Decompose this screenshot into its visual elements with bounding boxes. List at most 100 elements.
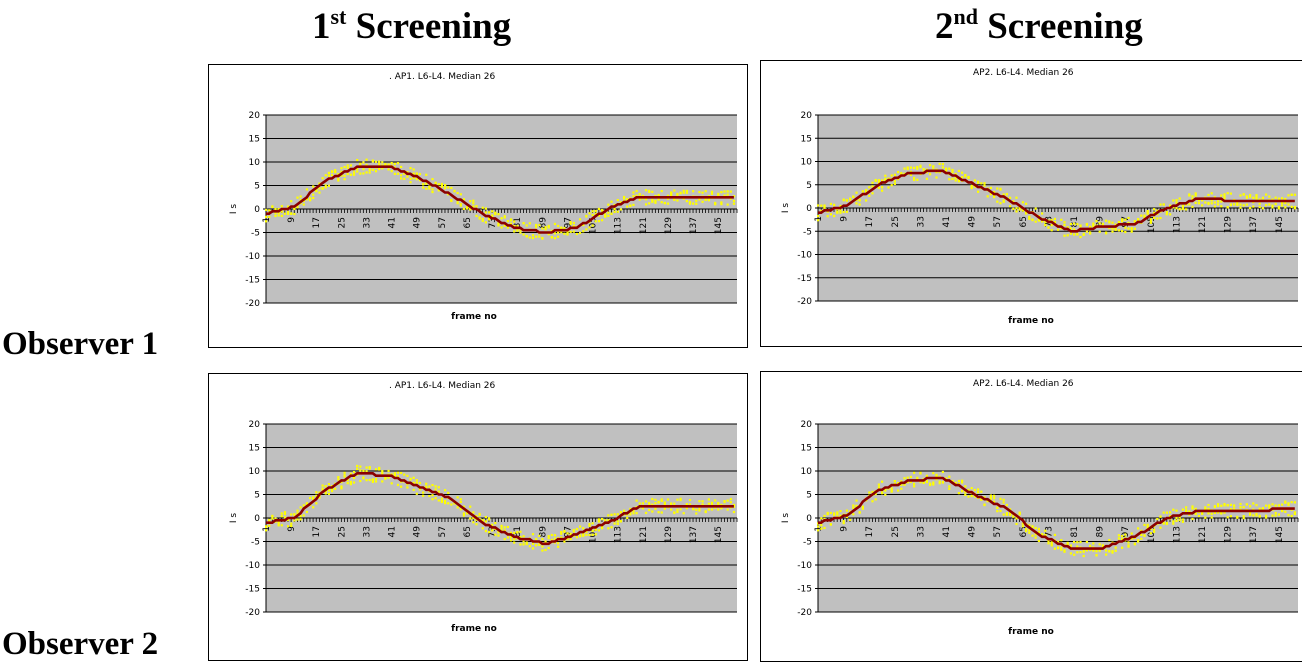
observation-point <box>1261 207 1264 210</box>
observation-point <box>522 540 525 543</box>
observation-point <box>663 507 666 510</box>
observation-point <box>1069 232 1072 235</box>
observation-point <box>330 487 334 491</box>
observation-point <box>393 472 396 475</box>
observation-point <box>919 166 922 169</box>
observation-point <box>651 200 654 203</box>
observation-point <box>1114 549 1117 552</box>
observation-point <box>330 170 334 173</box>
observation-point <box>575 527 579 531</box>
observation-point <box>1181 207 1184 211</box>
column-header-2-label: Screening <box>987 6 1143 47</box>
observation-point <box>557 542 560 545</box>
observation-point <box>513 531 516 535</box>
observation-point <box>1037 219 1040 222</box>
observation-point <box>916 167 919 170</box>
observation-point <box>1108 221 1111 224</box>
chart-title: . AP1. L6-L4. Median 26 <box>389 381 496 391</box>
observation-point <box>572 224 575 228</box>
y-axis-label: I s <box>229 513 239 524</box>
observation-point <box>871 500 874 503</box>
observation-point <box>1290 205 1293 208</box>
observation-point <box>321 489 324 492</box>
x-tick-label: 113 <box>614 217 624 234</box>
observation-point <box>1194 192 1197 195</box>
observation-point <box>318 496 321 499</box>
observation-point <box>1034 207 1037 210</box>
observation-point <box>839 514 842 517</box>
observation-point <box>836 211 839 214</box>
observation-point <box>352 173 356 176</box>
chart-panel-2: AP2. L6-L4. Median 26 20 15 10 5 0 -5 -10 -15 -20… <box>760 60 1302 347</box>
observation-point <box>600 219 604 222</box>
observation-point <box>906 167 909 171</box>
observation-point <box>884 174 887 177</box>
observation-point <box>1002 501 1005 504</box>
observation-point <box>925 474 928 477</box>
observation-point <box>575 536 579 539</box>
observation-point <box>1101 545 1104 548</box>
observation-point <box>425 485 428 488</box>
observation-point <box>1069 227 1072 230</box>
observation-point <box>349 173 352 176</box>
observation-point <box>365 158 368 161</box>
observation-point <box>861 505 864 508</box>
observation-point <box>585 530 588 534</box>
observation-point <box>569 230 572 233</box>
observation-point <box>371 480 374 483</box>
observation-point <box>1050 229 1053 232</box>
observation-point <box>312 496 315 499</box>
observation-point <box>1143 214 1146 217</box>
observation-point <box>462 514 466 517</box>
observation-point <box>1239 506 1242 509</box>
observation-point <box>1146 212 1149 215</box>
observation-point <box>1287 514 1290 517</box>
observation-point <box>983 182 986 185</box>
observation-point <box>513 538 516 541</box>
observation-point <box>1044 224 1047 227</box>
observation-point <box>371 478 374 481</box>
x-axis-label: frame no <box>451 312 497 322</box>
observation-point <box>720 191 723 194</box>
observation-point <box>948 178 951 181</box>
observation-point <box>1274 202 1277 206</box>
observation-point <box>1044 220 1047 224</box>
observation-point <box>701 503 704 506</box>
observation-point <box>1191 205 1194 208</box>
observation-point <box>877 483 880 486</box>
observation-point <box>271 515 274 518</box>
observation-point <box>535 537 538 541</box>
observation-point <box>929 173 932 176</box>
x-tick-label: 9 <box>287 526 297 532</box>
observation-point <box>613 522 616 525</box>
observation-point <box>422 183 425 186</box>
observation-point <box>877 186 880 189</box>
observation-point <box>491 523 494 526</box>
observation-point <box>431 190 434 194</box>
observation-point <box>308 197 312 200</box>
observation-point <box>456 496 459 499</box>
x-tick-label: 33 <box>362 217 372 228</box>
observation-point <box>1245 503 1248 506</box>
observation-point <box>833 513 836 516</box>
observation-point <box>1098 549 1101 552</box>
observation-point <box>833 203 836 207</box>
observation-point <box>1140 529 1143 532</box>
observation-point <box>1265 504 1268 507</box>
observation-point <box>1127 227 1130 230</box>
observation-point <box>563 226 566 230</box>
observation-point <box>698 500 701 503</box>
observation-point <box>726 193 729 196</box>
observation-point <box>519 530 522 533</box>
observation-point <box>1028 215 1031 218</box>
observation-point <box>607 514 610 517</box>
observation-point <box>582 527 585 530</box>
observation-point <box>1073 540 1076 544</box>
observation-point <box>951 168 954 172</box>
observation-point <box>579 231 582 235</box>
observation-point <box>1252 205 1255 208</box>
observation-point <box>450 503 453 506</box>
observation-point <box>1204 201 1207 204</box>
observation-point <box>1053 217 1056 221</box>
observation-point <box>704 198 707 201</box>
